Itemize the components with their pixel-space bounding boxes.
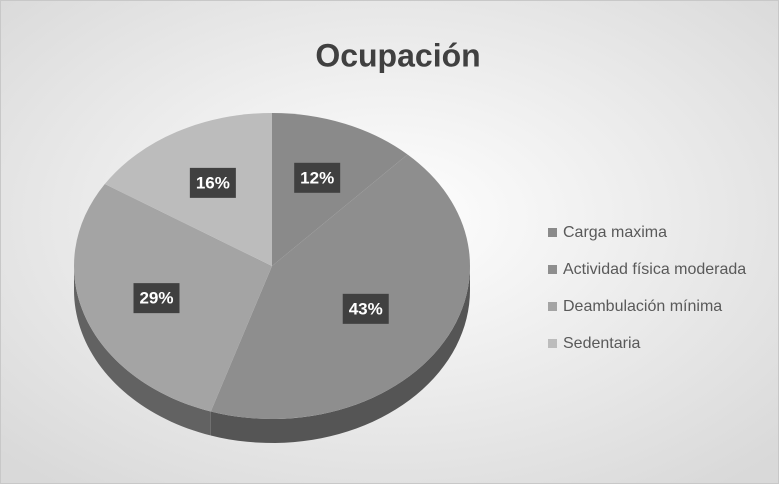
legend-label: Sedentaria	[563, 335, 640, 352]
data-label-box	[294, 162, 341, 193]
legend-label: Actividad física moderada	[563, 261, 746, 278]
pie-side	[210, 266, 470, 443]
data-label: 12%	[300, 168, 334, 187]
legend-swatch	[548, 265, 557, 274]
legend-swatch	[548, 228, 557, 237]
legend-label: Carga maxima	[563, 224, 667, 241]
pie-slice	[210, 154, 471, 420]
data-label: 16%	[196, 173, 230, 192]
chart-title: Ocupación	[315, 37, 480, 73]
data-label: 43%	[349, 299, 383, 318]
pie-slice	[104, 113, 272, 266]
legend-swatch	[548, 302, 557, 311]
data-label-box	[133, 283, 180, 314]
data-label-box	[189, 167, 236, 198]
data-label-box	[342, 293, 389, 324]
legend-swatch	[548, 339, 557, 348]
legend-label: Deambulación mínima	[563, 298, 722, 315]
data-label: 29%	[139, 289, 173, 308]
pie-side	[74, 266, 211, 436]
